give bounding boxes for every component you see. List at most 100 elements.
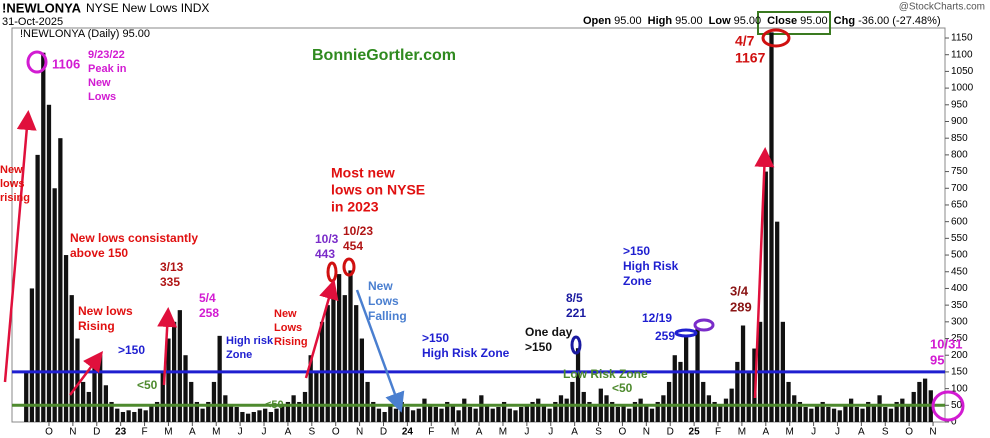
annotation: Rising: [78, 319, 115, 333]
bar: [388, 405, 393, 422]
x-tick-label: N: [929, 427, 936, 438]
bar: [513, 410, 518, 422]
bar: [587, 401, 592, 422]
bar: [775, 221, 780, 422]
bar: [371, 401, 376, 422]
bar: [837, 410, 842, 422]
bar: [860, 408, 865, 422]
bar: [666, 381, 672, 422]
annotation: Zone: [226, 349, 252, 361]
bar: [393, 408, 399, 422]
y-tick-label: 450: [951, 266, 968, 277]
bar: [866, 401, 871, 422]
x-tick-label: O: [45, 427, 53, 438]
bar: [564, 398, 569, 422]
x-tick-label: 25: [689, 427, 701, 438]
bar: [701, 381, 706, 422]
x-tick-label: J: [238, 427, 243, 438]
bar: [268, 411, 273, 422]
annotation: One day: [525, 325, 573, 339]
x-tick-label: A: [476, 427, 483, 438]
bar: [297, 401, 302, 422]
bar: [610, 401, 615, 422]
bar: [553, 401, 558, 422]
bar: [433, 406, 438, 422]
bar: [621, 405, 626, 422]
bar: [29, 288, 35, 422]
chart-date: 31-Oct-2025: [2, 16, 63, 28]
annotation: 443: [315, 247, 335, 261]
bar: [570, 381, 575, 422]
bar: [52, 188, 57, 422]
quote-value: 95.00: [614, 15, 642, 27]
arrow: [3, 110, 37, 383]
bar: [672, 355, 677, 422]
bar: [604, 395, 609, 422]
x-tick-label: N: [69, 427, 76, 438]
bar: [189, 381, 194, 422]
bar: [678, 361, 683, 422]
y-tick-label: 300: [951, 316, 968, 327]
annotation: 454: [343, 239, 363, 253]
x-tick-label: O: [905, 427, 913, 438]
x-tick-label: F: [141, 427, 147, 438]
bar: [80, 381, 86, 422]
bar: [496, 406, 501, 422]
bar: [274, 408, 279, 422]
bar: [627, 408, 632, 422]
annotation: Low Risk Zone: [563, 367, 648, 381]
bar: [98, 355, 103, 422]
bar: [684, 335, 689, 422]
annotation: 1106: [52, 56, 80, 71]
bar: [575, 348, 581, 422]
bar: [905, 405, 911, 422]
bar: [75, 338, 80, 422]
bar: [558, 395, 564, 422]
bar: [592, 405, 598, 422]
y-tick-label: 800: [951, 150, 968, 161]
bar: [342, 295, 347, 422]
highlight: [931, 390, 965, 422]
bar: [143, 410, 148, 422]
x-tick-label: S: [882, 427, 889, 438]
y-tick-label: 750: [951, 166, 968, 177]
bar: [126, 410, 131, 422]
annotation: <50: [265, 399, 284, 411]
annotation: 5/4: [199, 291, 216, 305]
annotation: rising: [0, 192, 30, 204]
bar: [439, 408, 444, 422]
bar: [200, 408, 205, 422]
bar: [530, 401, 535, 422]
x-tick-label: M: [164, 427, 172, 438]
bar: [536, 398, 541, 422]
annotation: <50: [612, 381, 633, 395]
bar: [336, 274, 342, 422]
arrow: [69, 351, 103, 396]
annotation: High Risk Zone: [422, 346, 510, 360]
bar: [450, 405, 456, 422]
y-tick-label: 400: [951, 283, 968, 294]
bar: [302, 391, 308, 422]
highlight: [693, 318, 715, 332]
bar: [445, 401, 450, 422]
annotation: High risk: [226, 335, 274, 347]
bar: [814, 405, 820, 422]
x-tick-label: F: [428, 427, 434, 438]
bar: [809, 408, 814, 422]
bar: [467, 406, 473, 422]
bar: [803, 406, 808, 422]
bar: [183, 355, 188, 422]
quote-label: High: [648, 15, 673, 27]
annotation: 8/5: [566, 291, 583, 305]
annotation: Rising: [274, 336, 308, 348]
bar: [615, 406, 621, 422]
bar: [280, 405, 285, 422]
highlight: [761, 28, 791, 48]
bar: [900, 398, 905, 422]
annotation: 1167: [735, 50, 766, 66]
bar: [217, 335, 222, 422]
bar: [291, 395, 296, 422]
bar: [206, 401, 211, 422]
annotation: in 2023: [331, 199, 379, 215]
